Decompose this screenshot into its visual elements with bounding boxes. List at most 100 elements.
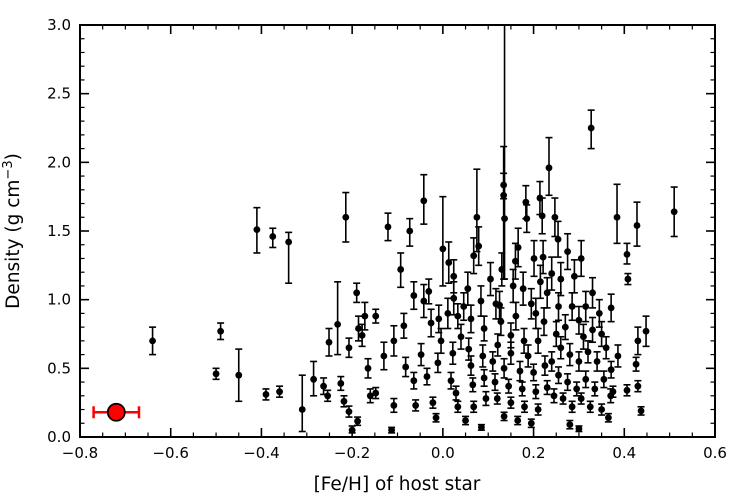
data-point	[417, 351, 425, 358]
data-point	[591, 385, 599, 393]
data-point	[479, 352, 487, 360]
x-tick-label: −0.2	[334, 444, 370, 462]
data-point	[568, 403, 576, 411]
data-point	[498, 266, 506, 273]
tick-labels: −0.8 −0.6 −0.4 −0.2 0.0 0.2 0.4 0.6 0.0 0.5 1.0 1.5…	[47, 16, 727, 462]
data-point	[541, 362, 549, 369]
x-tick-label: 0.0	[431, 444, 455, 462]
y-tick-label: 0.0	[47, 428, 71, 446]
data-point	[554, 235, 562, 243]
data-point	[361, 312, 369, 320]
data-point	[566, 351, 574, 358]
data-point	[450, 294, 458, 302]
y-tick-label: 1.5	[47, 222, 71, 240]
data-point	[670, 208, 678, 216]
data-point	[557, 275, 565, 283]
data-point	[489, 358, 497, 365]
data-point	[551, 213, 559, 221]
data-point	[467, 362, 475, 369]
data-point	[587, 124, 595, 132]
data-point	[500, 181, 508, 189]
data-point	[532, 310, 540, 317]
y-tick-label: 0.5	[47, 359, 71, 377]
data-point	[372, 389, 380, 397]
data-point	[605, 414, 612, 422]
data-point	[480, 374, 488, 382]
x-tick-label: 0.2	[522, 444, 546, 462]
data-point	[555, 371, 562, 379]
data-point	[434, 359, 442, 367]
data-point	[548, 270, 556, 277]
data-point	[410, 377, 418, 385]
y-axis-label: Density (g cm−3)	[1, 153, 24, 309]
data-point	[623, 386, 631, 394]
data-point	[253, 226, 261, 234]
data-point	[235, 371, 243, 379]
data-point	[512, 312, 520, 320]
data-point	[429, 399, 437, 407]
data-point	[354, 417, 361, 425]
data-point	[555, 303, 562, 310]
data-point	[624, 275, 632, 283]
data-point	[509, 282, 517, 290]
data-point	[334, 320, 342, 328]
data-point	[269, 233, 277, 240]
data-point	[527, 300, 535, 308]
data-point	[540, 318, 548, 326]
data-point	[539, 253, 547, 261]
data-point	[593, 358, 601, 365]
data-point	[519, 285, 527, 293]
data-point	[530, 369, 537, 376]
x-tick-label: −0.4	[243, 444, 279, 462]
data-point	[522, 198, 530, 206]
data-point	[521, 403, 528, 411]
data-point	[507, 349, 515, 357]
data-point	[450, 272, 458, 280]
data-point	[460, 303, 468, 310]
axis-ticks	[79, 24, 716, 438]
data-point	[427, 319, 435, 327]
axes-frame	[79, 24, 716, 438]
data-point	[500, 191, 508, 199]
data-point	[420, 297, 428, 305]
x-tick-label: −0.8	[62, 444, 98, 462]
data-point	[310, 375, 317, 383]
data-point	[500, 364, 508, 372]
data-point	[520, 337, 528, 345]
data-point	[536, 278, 544, 286]
data-point	[543, 289, 551, 297]
data-point	[575, 358, 583, 365]
data-point	[524, 352, 532, 360]
data-point	[538, 212, 546, 220]
data-point	[410, 292, 418, 299]
data-point	[384, 223, 392, 231]
data-point	[390, 337, 398, 345]
data-point	[634, 382, 642, 390]
data-point	[388, 426, 396, 434]
data-point	[500, 413, 508, 420]
data-point	[285, 238, 293, 246]
data-point	[432, 414, 440, 422]
data-point	[507, 399, 515, 407]
data-point	[568, 303, 576, 310]
data-point	[423, 373, 431, 380]
data-point	[437, 337, 445, 345]
data-point	[324, 392, 332, 400]
data-point	[523, 215, 531, 223]
data-point	[420, 197, 428, 205]
data-point	[406, 227, 414, 235]
data-point	[543, 384, 551, 391]
data-point	[580, 333, 587, 341]
data-point	[584, 348, 592, 356]
data-point	[337, 380, 345, 387]
data-point	[340, 397, 348, 405]
data-point	[480, 325, 488, 332]
data-point	[614, 352, 622, 360]
data-point	[600, 375, 608, 383]
data-point	[505, 382, 513, 390]
data-point	[478, 423, 485, 431]
data-point	[623, 250, 631, 258]
data-point	[435, 315, 443, 323]
data-point	[633, 222, 641, 229]
data-point	[497, 318, 505, 326]
